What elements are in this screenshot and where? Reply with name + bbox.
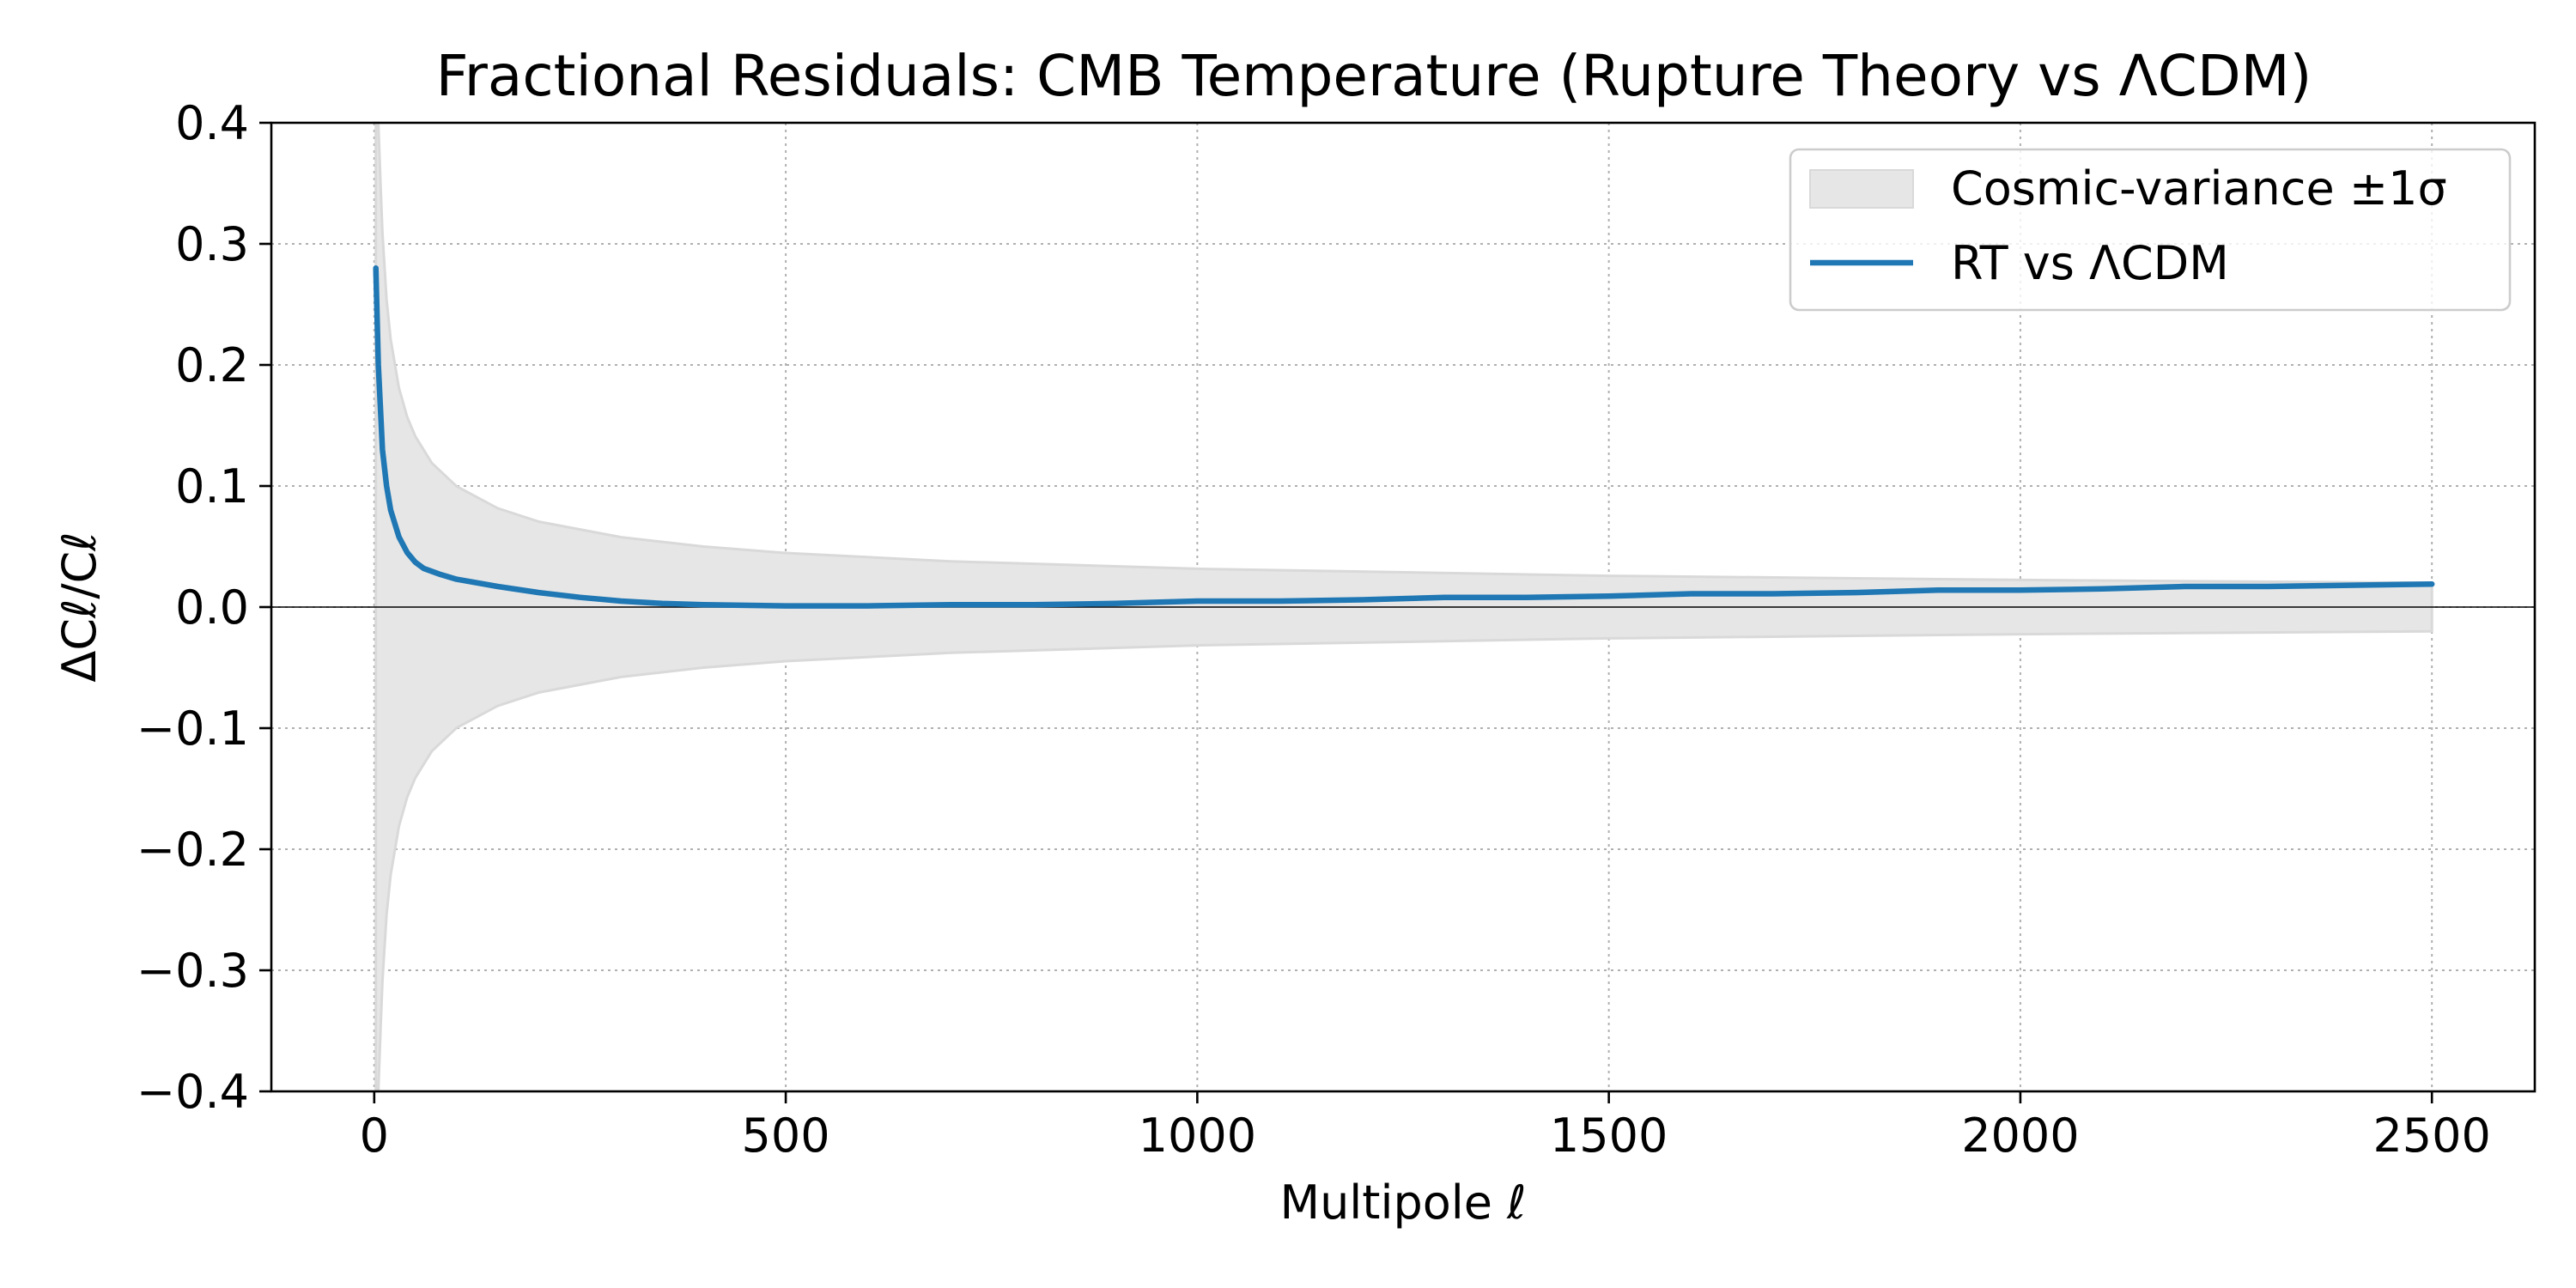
x-tick-label: 2000 — [1961, 1109, 2079, 1163]
x-axis-label: Multipole ℓ — [1279, 1176, 1526, 1230]
x-tick-label: 1500 — [1550, 1109, 1668, 1163]
legend-line-label: RT vs ΛCDM — [1951, 236, 2229, 290]
y-tick-label: 0.4 — [175, 96, 249, 150]
legend-frame — [1789, 148, 2512, 312]
rt-vs-lcdm-series-line — [373, 264, 2435, 609]
y-tick-label: 0.2 — [175, 338, 249, 392]
x-tick-label: 2500 — [2372, 1109, 2490, 1163]
legend: Cosmic-variance ±1σ RT vs ΛCDM — [1789, 148, 2512, 312]
y-tick-label: 0.1 — [175, 459, 249, 513]
x-tick-label: 0 — [360, 1109, 389, 1163]
chart-title: Fractional Residuals: CMB Temperature (R… — [436, 43, 2312, 109]
x-tick-label: 1000 — [1139, 1109, 1256, 1163]
y-tick-label: 0.0 — [175, 580, 249, 635]
y-tick-label: −0.3 — [137, 944, 249, 998]
y-tick-label: −0.4 — [137, 1065, 249, 1119]
x-axis: 0 500 1000 1500 2000 2500 — [360, 1091, 2491, 1163]
y-axis: −0.4 −0.3 −0.2 −0.1 0.0 0.1 0.2 0.3 0.4 — [137, 96, 271, 1119]
y-tick-label: −0.2 — [137, 823, 249, 877]
y-axis-label: ΔCℓ/Cℓ — [52, 532, 106, 682]
y-tick-label: 0.3 — [175, 217, 249, 271]
legend-band-label: Cosmic-variance ±1σ — [1951, 161, 2447, 216]
legend-band-swatch — [1809, 169, 1914, 209]
y-tick-label: −0.1 — [137, 702, 249, 756]
x-tick-label: 500 — [742, 1109, 830, 1163]
